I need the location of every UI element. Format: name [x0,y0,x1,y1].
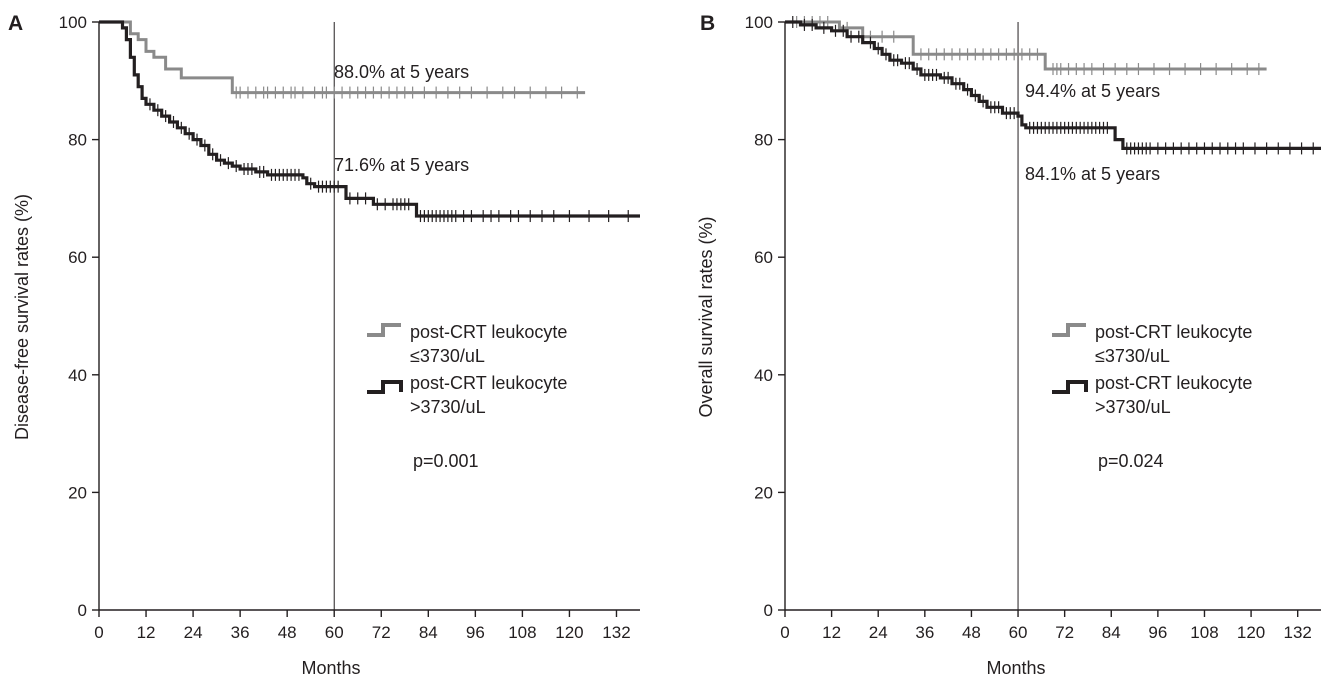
panel-b-annotation-high: 84.1% at 5 years [1025,164,1160,184]
panel-a-x-tick-label: 12 [137,623,156,642]
panel-a-legend-low-line2: ≤3730/uL [410,346,485,366]
panel-b-legend-swatch-high [1052,380,1088,394]
panel-b-y-axis-title: Overall survival rates (%) [696,216,716,417]
panel-a-annotation-high: 71.6% at 5 years [334,155,469,175]
panel-b-x-tick-label: 12 [822,623,841,642]
panel-b-x-tick-label: 48 [962,623,981,642]
panel-a-y-tick-label: 40 [68,366,87,385]
panel-a-x-axis-title: Months [301,658,360,678]
panel-b-x-axis-title: Months [986,658,1045,678]
panel-b-legend-low-line2: ≤3730/uL [1095,346,1170,366]
panel-b-y-tick-label: 80 [754,131,773,150]
panel-b-legend-high-line2: >3730/uL [1095,397,1171,417]
panel-a-x-tick-label: 0 [94,623,103,642]
panel-a-x-tick-label: 48 [278,623,297,642]
panel-a-series-low-curve [99,20,586,95]
panel-b-y-tick-label: 60 [754,248,773,267]
panel-a-legend: post-CRT leukocyte ≤3730/uL post-CRT leu… [367,322,567,417]
panel-b-x-tick-label: 36 [915,623,934,642]
panel-a-y-tick-label: 0 [78,601,87,620]
panel-a-y-tick-label: 20 [68,483,87,502]
panel-b-x-tick-label: 108 [1190,623,1218,642]
panel-a-x-tick-label: 72 [372,623,391,642]
panel-b-series-low-curve [785,20,1267,71]
panel-b-x-tick-label: 0 [780,623,789,642]
panel-a-y-axis-title: Disease-free survival rates (%) [12,194,32,440]
panel-b-series-high-curve [785,20,1321,150]
panel-b-y-tick-label: 100 [745,13,773,32]
panel-b-y-tick-label: 0 [764,601,773,620]
panel-a-legend-swatch-low [367,323,401,337]
panel-b-y-tick-label: 20 [754,483,773,502]
panel-b-label: B [700,12,715,35]
panel-a-y-tick-label: 100 [59,13,87,32]
panel-a-legend-swatch-high [367,380,403,394]
panel-b-x-tick-label: 60 [1009,623,1028,642]
panel-a-x-tick-label: 96 [466,623,485,642]
panel-a-label: A [8,12,23,35]
panel-b-x-tick-label: 132 [1284,623,1312,642]
panel-a-series-high-curve [99,20,640,218]
panel-a-annotation-low: 88.0% at 5 years [334,62,469,82]
panel-b-x-tick-label: 24 [869,623,888,642]
panel-a-x-tick-label: 60 [325,623,344,642]
panel-a-p-value: p=0.001 [413,451,479,471]
panel-a-legend-high-line2: >3730/uL [410,397,486,417]
panel-a-legend-low-line1: post-CRT leukocyte [410,322,567,342]
panel-b-x-tick-label: 120 [1237,623,1265,642]
panel-a-x-tick-label: 132 [602,623,630,642]
panel-a-legend-high-line1: post-CRT leukocyte [410,373,567,393]
panel-b-legend-swatch-low [1052,323,1086,337]
panel-a-x-tick-label: 36 [231,623,250,642]
panel-a-x-tick-label: 84 [419,623,438,642]
panel-a-x-tick-label: 24 [184,623,203,642]
panel-a: A Disease-free survival rates (%) Months… [8,12,640,678]
panel-b-y-tick-label: 40 [754,366,773,385]
panel-b-legend-low-line1: post-CRT leukocyte [1095,322,1252,342]
panel-a-x-tick-label: 120 [555,623,583,642]
panel-b-annotation-low: 94.4% at 5 years [1025,81,1160,101]
panel-b-legend: post-CRT leukocyte ≤3730/uL post-CRT leu… [1052,322,1252,417]
panel-a-y-tick-label: 60 [68,248,87,267]
panel-b-p-value: p=0.024 [1098,451,1164,471]
panel-b-x-tick-label: 72 [1055,623,1074,642]
panel-b-legend-high-line1: post-CRT leukocyte [1095,373,1252,393]
panel-a-y-tick-label: 80 [68,131,87,150]
panel-b-x-tick-label: 96 [1148,623,1167,642]
panel-a-x-tick-label: 108 [508,623,536,642]
panel-b-x-tick-label: 84 [1102,623,1121,642]
panel-b: B Overall survival rates (%) Months 94.4… [696,12,1321,678]
